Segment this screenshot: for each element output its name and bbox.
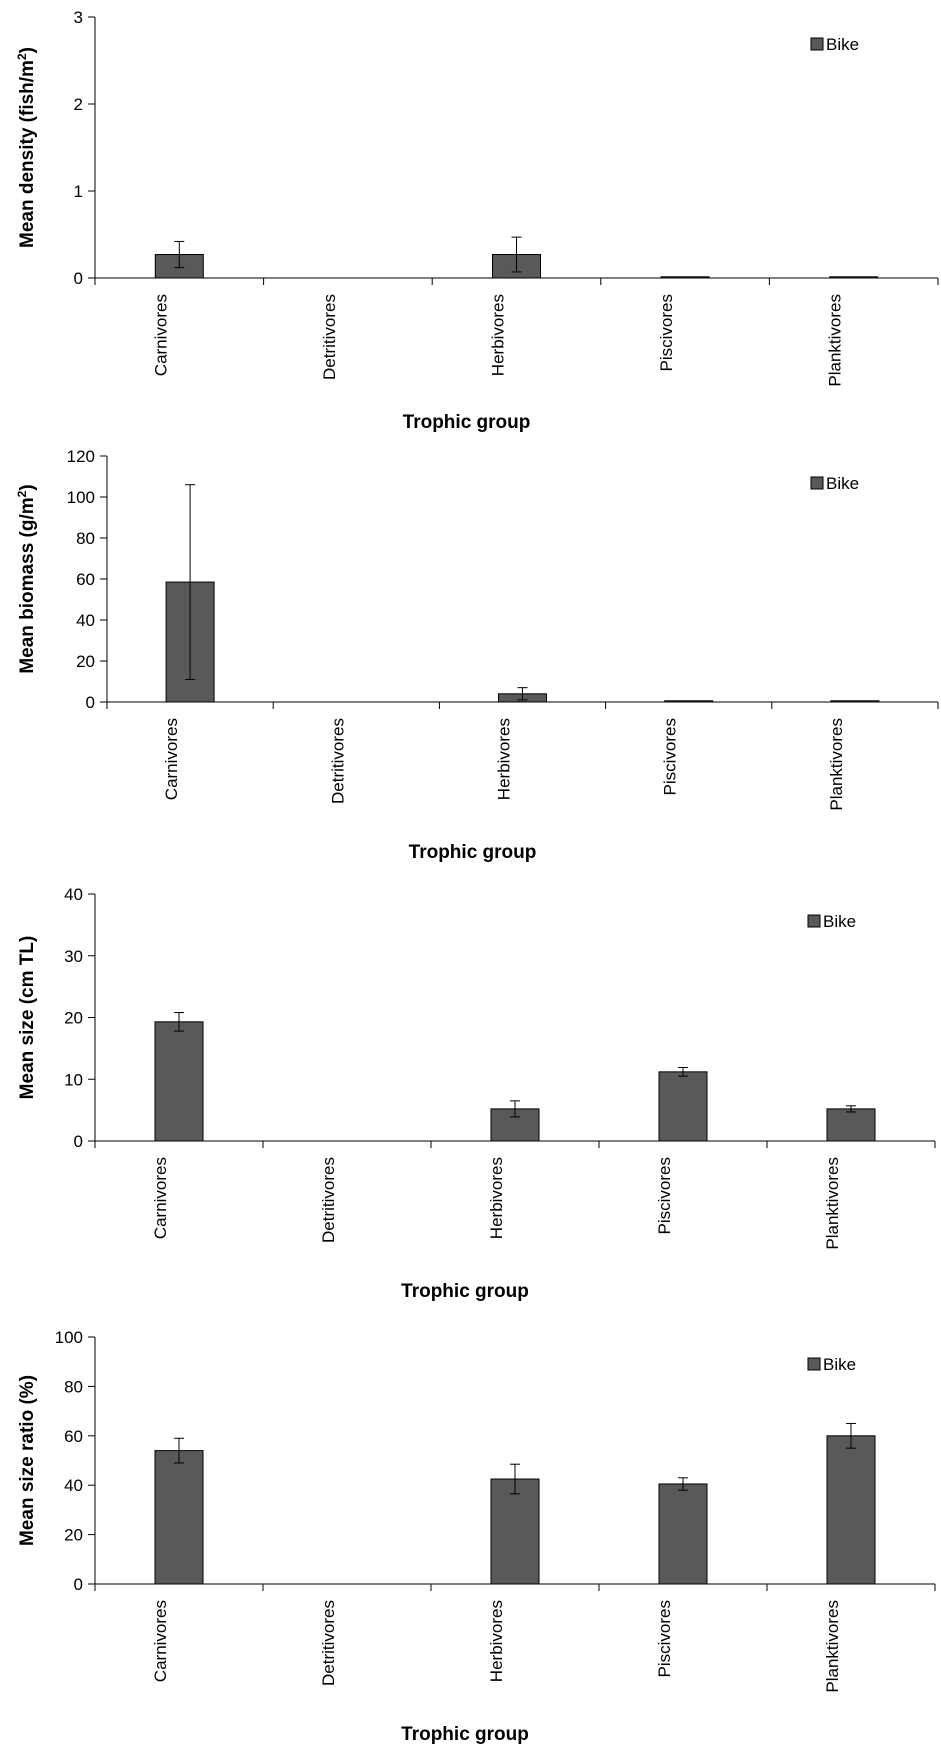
y-tick-label: 0 [86,693,95,712]
x-category-label: Carnivores [151,1600,170,1682]
legend-label: Bike [826,35,859,54]
x-category-label: Herbivores [489,294,508,376]
bar-piscivores [664,700,714,703]
y-axis-title-end: ) [17,484,38,490]
legend-swatch [807,1357,821,1371]
y-tick-label: 0 [74,269,83,288]
legend-swatch [810,476,824,490]
legend-label: Bike [826,474,859,493]
x-category-label: Piscivores [661,718,680,795]
y-tick-label: 40 [64,1476,83,1495]
y-tick-label: 100 [55,1328,83,1347]
bar-piscivores [658,1483,708,1585]
y-tick-label: 2 [74,95,83,114]
x-category-label: Herbivores [487,1157,506,1239]
y-tick-label: 30 [64,947,83,966]
chart-panel-2: 0 20 40 60 80 100 120 Carnivores Detritivores Her… [15,447,939,863]
y-tick-label: 1 [74,182,83,201]
bar-planktivores [830,700,880,703]
y-tick-label: 120 [67,447,95,466]
x-category-label: Detritivores [319,1157,338,1243]
bar-piscivores [660,276,710,279]
y-tick-label: 100 [67,488,95,507]
bar-carnivores [154,1450,204,1585]
x-category-label: Detritivores [328,718,347,804]
y-tick-label: 20 [64,1526,83,1545]
x-category-label: Piscivores [655,1600,674,1677]
x-axis-title: Trophic group [401,1281,529,1302]
y-tick-label: 0 [74,1132,83,1151]
y-axis-title-end: ) [17,47,38,53]
bar-planktivores [829,276,879,279]
y-axis-title: Mean density (fish/m2) [15,47,38,248]
x-category-label: Herbivores [487,1600,506,1682]
bar-herbivores [490,1478,540,1585]
y-axis-title: Mean biomass (g/m2) [15,484,38,673]
y-tick-label: 20 [76,652,95,671]
legend-label: Bike [823,912,856,931]
x-category-label: Detritivores [320,294,339,380]
bar-planktivores [826,1435,876,1585]
bar-planktivores [826,1108,876,1142]
x-category-label: Piscivores [655,1157,674,1234]
x-category-label: Planktivores [823,1157,842,1250]
bar-carnivores [154,1021,204,1142]
y-tick-label: 10 [64,1070,83,1089]
y-tick-label: 60 [76,570,95,589]
y-axis-title-main: Mean biomass (g/m [17,497,38,673]
y-tick-label: 40 [64,885,83,904]
y-tick-label: 80 [64,1377,83,1396]
legend-swatch [807,914,821,928]
y-tick-label: 60 [64,1427,83,1446]
y-tick-label: 0 [74,1575,83,1594]
chart-panel-4: 0 20 40 60 80 100 Carnivores Detritivores Herbiv… [17,1328,936,1745]
y-axis-title-main: Mean density (fish/m [17,60,38,248]
chart-panel-1: 0 1 2 3 Carnivores Detritivores Herbivores Pisc… [15,8,939,433]
bar-piscivores [658,1071,708,1142]
y-axis-title-main: Mean size ratio (%) [17,1375,38,1546]
x-category-label: Herbivores [495,718,514,800]
legend-label: Bike [823,1355,856,1374]
x-category-label: Planktivores [826,294,845,387]
x-category-label: Carnivores [151,1157,170,1239]
y-tick-label: 3 [74,8,83,27]
legend-swatch [810,37,824,51]
x-category-label: Planktivores [827,718,846,811]
x-category-label: Carnivores [162,718,181,800]
y-axis-title: Mean size (cm TL) [17,936,38,1100]
y-axis-title: Mean size ratio (%) [17,1375,38,1546]
chart-panel-3: 0 10 20 30 40 Carnivores Detritivores Herbivore… [17,885,936,1302]
y-tick-label: 20 [64,1009,83,1028]
x-axis-title: Trophic group [401,1724,529,1745]
x-category-label: Carnivores [151,294,170,376]
y-tick-label: 80 [76,529,95,548]
y-axis-title-main: Mean size (cm TL) [17,936,38,1100]
x-axis-title: Trophic group [403,412,531,433]
x-category-label: Piscivores [657,294,676,371]
x-axis-title: Trophic group [409,842,537,863]
y-tick-label: 40 [76,611,95,630]
y-axis-title-superscript: 2 [15,490,29,497]
x-category-label: Detritivores [319,1600,338,1686]
x-category-label: Planktivores [823,1600,842,1693]
y-axis-title-superscript: 2 [15,53,29,60]
